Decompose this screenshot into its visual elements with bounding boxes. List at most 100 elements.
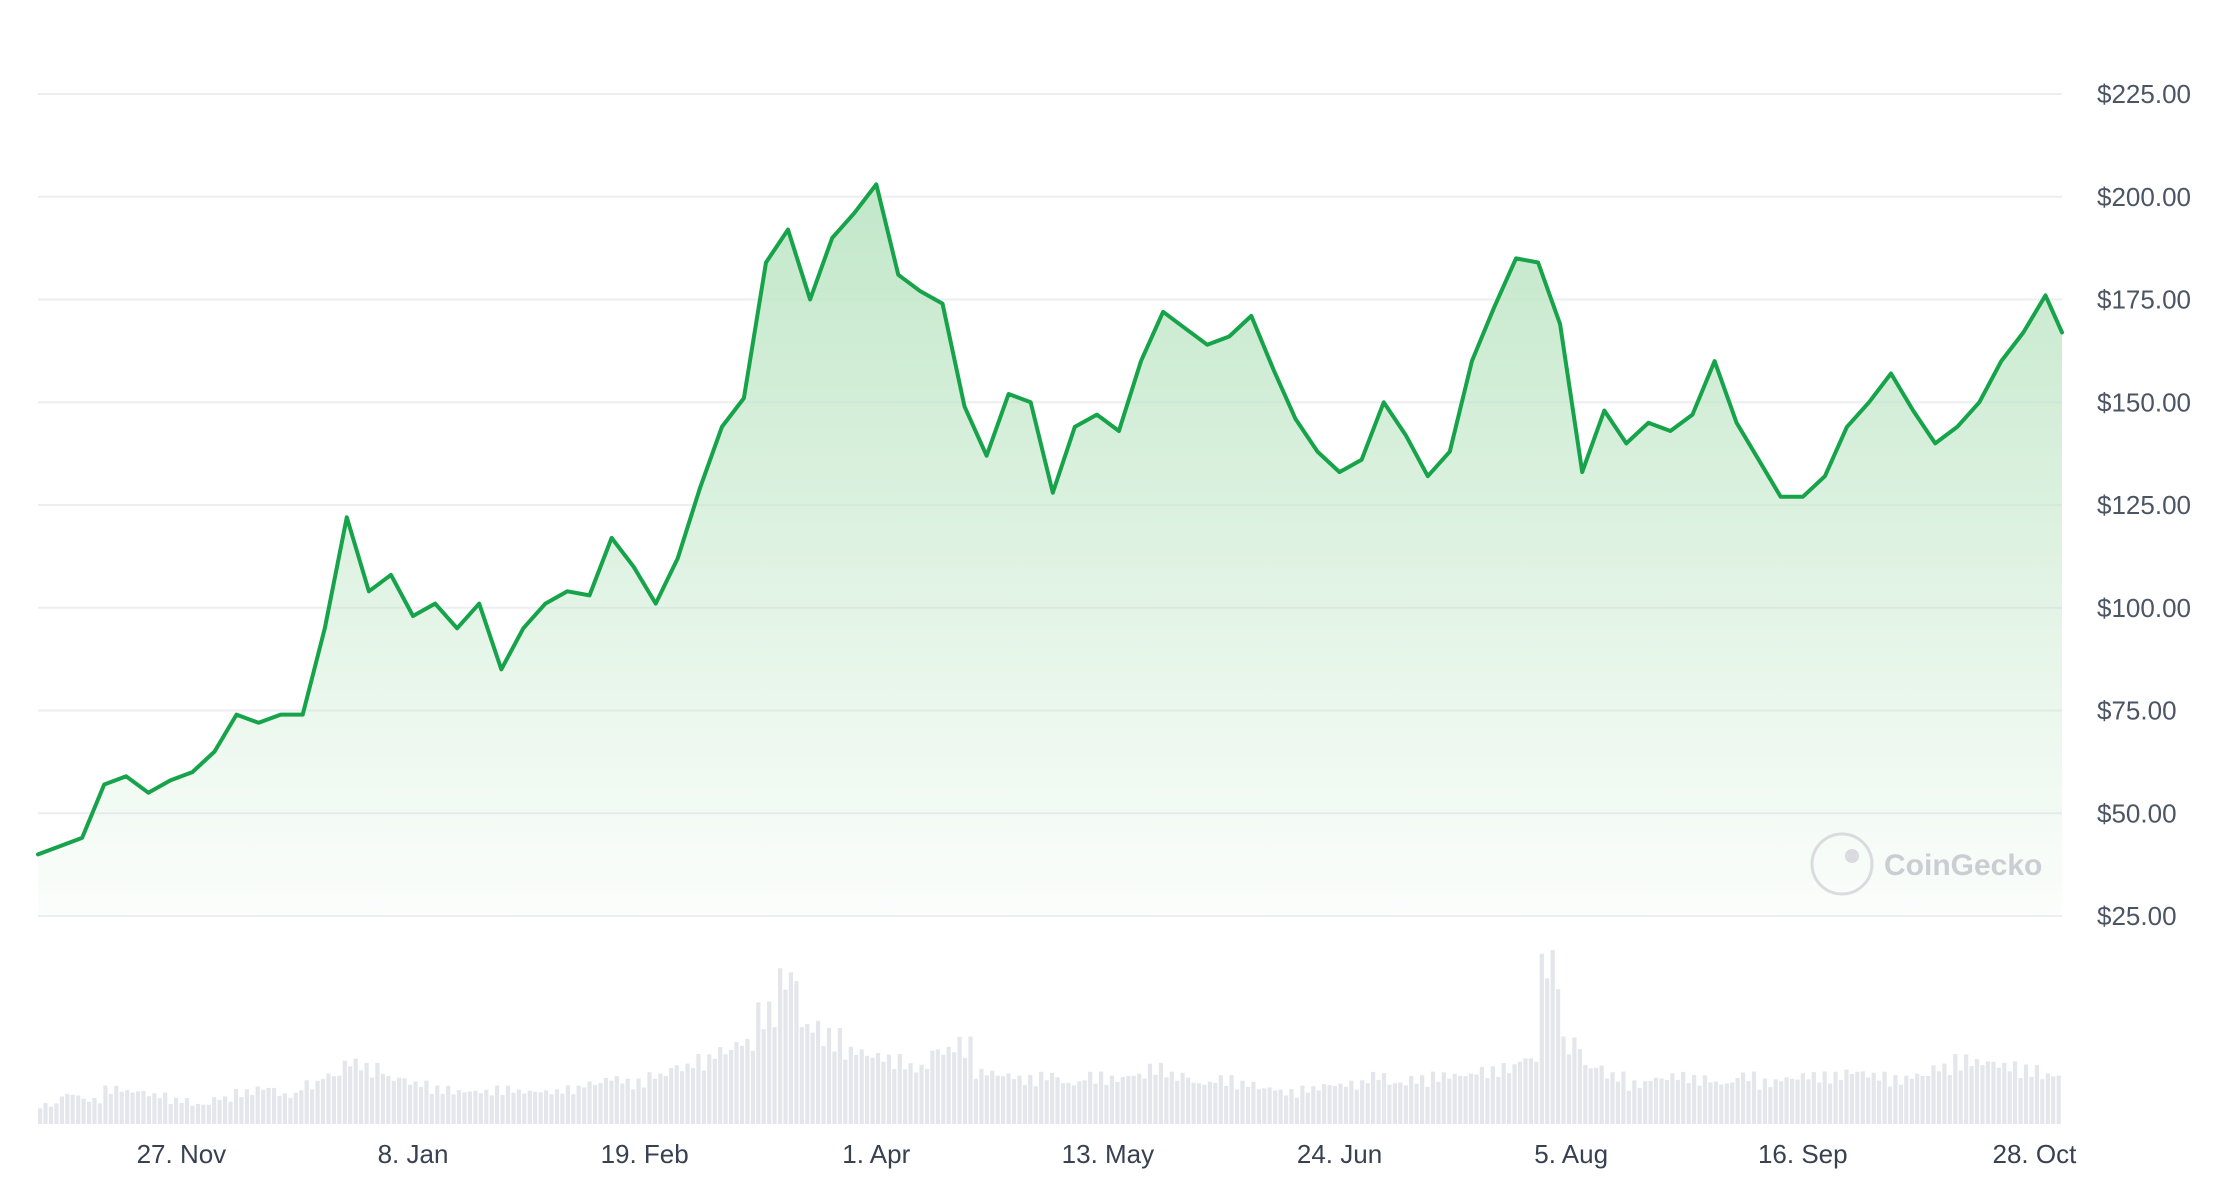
volume-bar [320,1079,326,1124]
volume-bar [1692,1075,1697,1124]
volume-bar [1403,1085,1408,1124]
volume-bar [2007,1071,2012,1124]
volume-bar [701,1070,706,1124]
volume-bar [43,1103,48,1124]
volume-bar [1947,1075,1952,1124]
volume-bar [1028,1075,1033,1124]
volume-bar [1131,1075,1136,1124]
volume-bar [810,1032,815,1124]
volume-bar [81,1098,86,1124]
volume-bar [1643,1081,1648,1124]
volume-bar [1637,1088,1642,1124]
volume-bar [1267,1087,1272,1124]
volume-bar [1371,1071,1376,1124]
volume-bar [582,1087,587,1124]
volume-bar [1001,1076,1006,1124]
volume-bar [1284,1095,1289,1124]
volume-bar [1556,989,1561,1124]
volume-bar [1022,1085,1027,1124]
volume-bar [1670,1073,1675,1124]
volume-bar [892,1069,897,1124]
volume-bar [723,1054,728,1124]
volume-bar [1877,1080,1882,1124]
volume-bar [1191,1082,1196,1124]
volume-bar [625,1078,630,1124]
volume-bar [707,1054,712,1124]
volume-bar [875,1053,881,1124]
volume-bar [1430,1071,1436,1124]
volume-bar [1137,1073,1142,1124]
volume-bar [239,1097,244,1124]
volume-bar [250,1094,255,1124]
volume-bar [1517,1061,1523,1124]
volume-bar [696,1054,701,1124]
volume-bar [2013,1061,2018,1124]
volume-bar [1316,1090,1321,1124]
x-tick-label: 24. Jun [1297,1139,1382,1169]
volume-bar [930,1050,935,1124]
volume-bar [266,1087,271,1124]
volume-bar [1441,1072,1446,1124]
volume-bar [2002,1062,2007,1124]
x-axis-labels: 27. Nov 8. Jan 19. Feb 1. Apr 13. May 24. Jun… [137,1139,2078,1169]
volume-bar [1991,1061,1996,1124]
volume-bar [1017,1075,1022,1124]
volume-bar [163,1092,168,1124]
volume-bar [179,1102,184,1124]
volume-bar [1860,1071,1865,1124]
volume-bar [2051,1076,2056,1124]
volume-bar [2029,1076,2034,1124]
volume-bar [1262,1088,1267,1124]
volume-bar [473,1090,478,1124]
volume-bar [1605,1078,1610,1124]
volume-bar [1534,1061,1539,1124]
volume-bar [1349,1080,1354,1124]
volume-bar [484,1089,489,1124]
y-tick-label: $200.00 [2097,182,2191,212]
volume-bar [1398,1082,1403,1124]
volume-bar [511,1092,516,1124]
volume-bar [1828,1083,1833,1124]
volume-bar [1675,1079,1680,1124]
volume-bar [1153,1074,1158,1124]
volume-bar [1039,1071,1044,1124]
volume-bar [2034,1065,2039,1124]
volume-bar [680,1071,685,1124]
volume-bar [767,1001,772,1124]
volume-bar [1577,1049,1582,1124]
volume-bar [1980,1065,1985,1124]
volume-bar [2045,1073,2050,1124]
volume-bar [1044,1080,1049,1124]
x-tick-label: 5. Aug [1534,1139,1608,1169]
volume-bar [1817,1082,1822,1124]
volume-bar [631,1089,636,1124]
volume-bar [114,1085,119,1124]
volume-bar [467,1091,472,1124]
volume-bar [1425,1086,1430,1124]
volume-bar [38,1108,43,1125]
volume-bar [1528,1058,1533,1124]
volume-bar [1719,1084,1724,1124]
volume-bar [1664,1080,1669,1124]
volume-bar [1115,1081,1120,1124]
volume-bar [946,1046,951,1124]
volume-bar [1708,1082,1713,1124]
volume-bar [560,1093,565,1124]
volume-bar [549,1094,554,1124]
volume-bar [1746,1081,1751,1124]
volume-bar [380,1073,385,1124]
volume-bar [288,1097,293,1124]
volume-bar [255,1086,260,1124]
volume-bar [690,1068,696,1124]
volume-bar [1088,1071,1093,1124]
volume-bar [223,1096,228,1124]
volume-bar [1104,1084,1109,1124]
volume-bar [1762,1078,1767,1124]
volume-bar [1871,1072,1876,1124]
y-tick-label: $150.00 [2097,387,2191,417]
volume-bar [1273,1090,1278,1124]
coingecko-logo-icon [1810,832,1874,896]
volume-bar [636,1078,641,1124]
volume-bar [315,1080,320,1124]
volume-bar [500,1095,505,1124]
